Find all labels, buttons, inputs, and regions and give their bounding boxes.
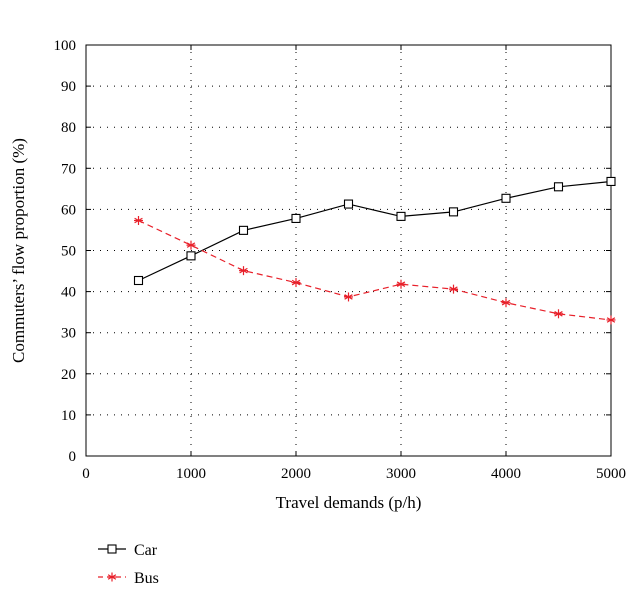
- x-axis-label: Travel demands (p/h): [276, 493, 422, 512]
- data-point-bus: [186, 240, 196, 250]
- y-tick-label: 80: [61, 120, 76, 136]
- plot-frame: [85, 44, 612, 457]
- data-point-bus: [396, 279, 406, 289]
- y-tick-label: 90: [61, 79, 76, 95]
- y-axis-label: Commuters’ flow proportion (%): [9, 138, 28, 363]
- data-point-bus: [606, 315, 616, 325]
- y-tick-label: 50: [61, 244, 76, 260]
- series-line-bus: [138, 219, 612, 321]
- legend-label-bus: Bus: [134, 570, 159, 587]
- grid-lines: [86, 45, 611, 456]
- data-point-bus: [501, 298, 511, 308]
- data-point-car: [291, 213, 301, 223]
- y-tick-label: 10: [61, 408, 76, 424]
- x-tick-label: 5000: [596, 466, 626, 482]
- y-tick-label: 30: [61, 326, 76, 342]
- data-point-car: [553, 182, 564, 192]
- y-tick-label: 60: [61, 202, 76, 218]
- data-point-car: [396, 211, 406, 221]
- y-tick-label: 40: [61, 285, 76, 301]
- x-tick-label: 3000: [386, 466, 416, 482]
- legend: Car Bus: [98, 542, 159, 587]
- data-point-bus: [554, 309, 563, 319]
- data-point-bus: [344, 292, 353, 302]
- data-point-car: [501, 193, 511, 203]
- x-tick-label: 2000: [281, 466, 311, 482]
- series-layer: [133, 176, 616, 325]
- series-line-car: [138, 180, 612, 282]
- data-point-car: [238, 225, 249, 235]
- data-point-bus: [291, 278, 301, 288]
- x-tick-label: 1000: [176, 466, 206, 482]
- data-point-car: [343, 199, 354, 209]
- legend-marker-bus: [107, 572, 117, 582]
- legend-label-car: Car: [134, 542, 158, 559]
- data-point-car: [186, 251, 196, 261]
- legend-entry-car: Car: [98, 542, 158, 559]
- legend-marker-car: [107, 544, 117, 554]
- data-point-car: [133, 275, 144, 286]
- y-tick-label: 20: [61, 367, 76, 383]
- y-tick-label: 100: [54, 38, 77, 54]
- data-point-bus: [449, 284, 458, 294]
- x-tick-label: 4000: [491, 466, 521, 482]
- data-point-bus: [239, 266, 248, 276]
- series-car: [133, 176, 616, 286]
- series-bus: [134, 215, 616, 325]
- y-tick-label: 0: [69, 449, 77, 465]
- x-tick-label: 0: [82, 466, 90, 482]
- legend-entry-bus: Bus: [98, 570, 159, 587]
- data-point-car: [448, 207, 459, 217]
- data-point-car: [606, 176, 616, 187]
- y-tick-label: 70: [61, 161, 76, 177]
- data-point-bus: [134, 215, 143, 225]
